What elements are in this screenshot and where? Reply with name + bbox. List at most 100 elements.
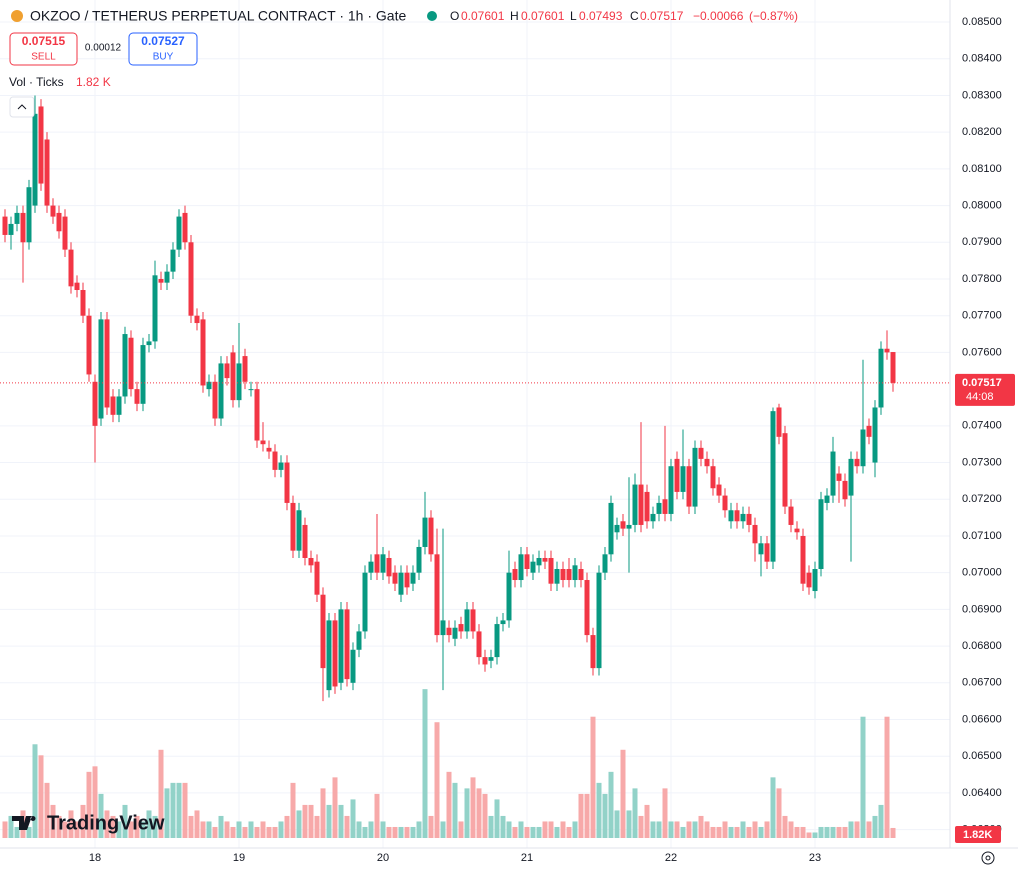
volume-bar	[134, 815, 140, 838]
volume-bar	[674, 821, 680, 838]
legend-value: 0.07601	[521, 9, 565, 23]
volume-bar	[98, 793, 104, 838]
candle-body	[632, 484, 638, 525]
volume-bar	[872, 815, 878, 838]
volume-bar	[734, 826, 740, 838]
volume-bar	[26, 826, 32, 838]
volume-bar	[92, 766, 98, 838]
candle-body	[194, 315, 200, 324]
x-tick-label: 19	[233, 852, 245, 864]
candle-body	[80, 290, 86, 316]
candle-body	[188, 242, 194, 316]
candle-body	[26, 187, 32, 243]
candle-body	[710, 466, 716, 489]
volume-bar	[470, 777, 476, 838]
volume-bar	[188, 815, 194, 838]
volume-bar	[440, 821, 446, 838]
price-axis: 0.08500 0.08400 0.08300 0.08200 0.08100 0.080…	[962, 16, 1002, 836]
candle-body	[224, 363, 230, 379]
candle-body	[578, 569, 584, 581]
volume-bar	[584, 793, 590, 838]
candle-body	[500, 620, 506, 625]
volume-bar	[278, 821, 284, 838]
candle-body	[362, 572, 368, 632]
volume-bar	[554, 826, 560, 838]
candle-body	[542, 557, 548, 562]
x-tick-label: 18	[89, 852, 101, 864]
volume-bar	[710, 826, 716, 838]
x-tick-label: 23	[809, 852, 821, 864]
volume-bar	[668, 821, 674, 838]
y-tick-label: 0.06500	[962, 750, 1002, 762]
volume-bar	[830, 826, 836, 838]
volume-bar	[32, 744, 38, 838]
sell-button[interactable]	[9, 32, 78, 66]
candle-body	[296, 510, 302, 551]
volume-bar	[38, 755, 44, 838]
volume-bar	[338, 804, 344, 838]
candle-body	[242, 356, 248, 382]
volume-bar	[794, 826, 800, 838]
candle-body	[488, 657, 494, 661]
volume-bar	[626, 810, 632, 838]
volume-bar	[308, 804, 314, 838]
buy-button[interactable]	[128, 32, 198, 66]
candle-body	[608, 502, 614, 555]
candle-body	[68, 249, 74, 287]
sell-label: SELL	[31, 52, 56, 63]
candle-body	[428, 517, 434, 555]
volume-bar	[302, 804, 308, 838]
candle-body	[686, 466, 692, 507]
candle-body	[806, 572, 812, 588]
candle-body	[800, 535, 806, 584]
buy-price: 0.07527	[141, 34, 185, 48]
y-tick-label: 0.07700	[962, 310, 1002, 322]
candle-body	[8, 223, 14, 235]
collapse-button[interactable]	[9, 96, 35, 118]
candle-body	[824, 495, 830, 503]
candle-body	[494, 624, 500, 658]
volume-bar	[2, 821, 8, 838]
volume-bar	[656, 821, 662, 838]
legend-value: 0.07517	[640, 9, 684, 23]
status-dot	[427, 11, 437, 21]
volume-bar	[230, 826, 236, 838]
volume-bar	[482, 793, 488, 838]
volume-bar	[692, 821, 698, 838]
volume-bar	[128, 821, 134, 838]
candle-body	[14, 212, 20, 224]
settings-icon[interactable]	[981, 851, 995, 865]
candle-body	[692, 447, 698, 507]
candle-body	[524, 554, 530, 570]
candle-body	[176, 216, 182, 250]
volume-bar	[704, 821, 710, 838]
candle-body	[398, 572, 404, 595]
volume-bar	[638, 815, 644, 838]
candle-body	[884, 348, 890, 353]
candle-body	[206, 381, 212, 390]
y-tick-label: 0.07900	[962, 236, 1002, 248]
volume-bar	[122, 804, 128, 838]
candle-body	[302, 524, 308, 558]
volume-bar	[644, 804, 650, 838]
candle-body	[266, 447, 272, 452]
volume-bar	[344, 815, 350, 838]
candle-body	[20, 212, 26, 243]
volume-bar	[548, 821, 554, 838]
volume-bar	[86, 771, 92, 838]
candle-body	[422, 517, 428, 547]
volume-bar	[356, 821, 362, 838]
candle-body	[260, 440, 266, 445]
candle-body	[470, 609, 476, 632]
volume-bar	[716, 826, 722, 838]
candle-body	[164, 271, 170, 283]
candle-body	[512, 569, 518, 581]
candle-body	[620, 521, 626, 529]
volume-bar	[44, 782, 50, 838]
volume-bar	[272, 826, 278, 838]
candle-body	[254, 389, 260, 441]
volume-bar	[260, 821, 266, 838]
volume-bar	[428, 815, 434, 838]
candle-body	[386, 557, 392, 577]
candle-body	[272, 451, 278, 470]
